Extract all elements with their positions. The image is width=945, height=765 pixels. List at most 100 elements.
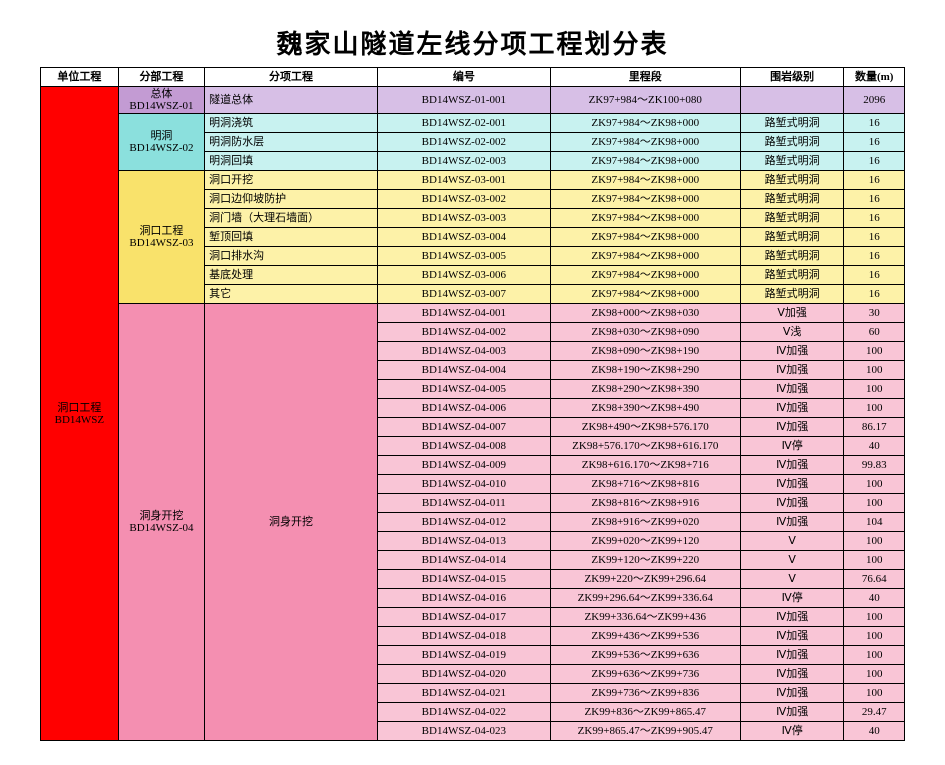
qty-cell: 16 — [844, 228, 905, 247]
seg-cell: ZK99+836～ZK99+865.47 — [550, 703, 740, 722]
rock-cell — [740, 87, 844, 114]
part-label-code: BD14WSZ-01 — [121, 100, 202, 112]
seg-cell: ZK99+636～ZK99+736 — [550, 665, 740, 684]
qty-cell: 40 — [844, 722, 905, 741]
item-cell: 洞口排水沟 — [205, 247, 378, 266]
rock-cell: 路堑式明洞 — [740, 247, 844, 266]
seg-cell: ZK97+984～ZK98+000 — [550, 133, 740, 152]
seg-cell: ZK98+030～ZK98+090 — [550, 323, 740, 342]
seg-cell: ZK97+984～ZK98+000 — [550, 114, 740, 133]
qty-cell: 16 — [844, 114, 905, 133]
item-cell: 明洞防水层 — [205, 133, 378, 152]
table-row: 明洞BD14WSZ-02明洞浇筑BD14WSZ-02-001ZK97+984～Z… — [41, 114, 905, 133]
qty-cell: 100 — [844, 532, 905, 551]
seg-cell: ZK97+984～ZK98+000 — [550, 190, 740, 209]
table-row: 洞身开挖BD14WSZ-04洞身开挖BD14WSZ-04-001ZK98+000… — [41, 304, 905, 323]
code-cell: BD14WSZ-02-001 — [377, 114, 550, 133]
qty-cell: 16 — [844, 171, 905, 190]
code-cell: BD14WSZ-02-002 — [377, 133, 550, 152]
qty-cell: 100 — [844, 665, 905, 684]
part-label-top: 明洞 — [121, 130, 202, 142]
part-label-top: 洞身开挖 — [121, 510, 202, 522]
code-cell: BD14WSZ-02-003 — [377, 152, 550, 171]
rock-cell: Ⅳ加强 — [740, 380, 844, 399]
rock-cell: Ⅳ加强 — [740, 703, 844, 722]
rock-cell: Ⅴ — [740, 570, 844, 589]
col-item: 分项工程 — [205, 68, 378, 87]
qty-cell: 60 — [844, 323, 905, 342]
unit-label-top: 洞口工程 — [43, 402, 116, 414]
rock-cell: Ⅳ加强 — [740, 475, 844, 494]
seg-cell: ZK98+616.170～ZK98+716 — [550, 456, 740, 475]
seg-cell: ZK97+984～ZK98+000 — [550, 285, 740, 304]
seg-cell: ZK97+984～ZK98+000 — [550, 266, 740, 285]
qty-cell: 100 — [844, 399, 905, 418]
qty-cell: 76.64 — [844, 570, 905, 589]
code-cell: BD14WSZ-03-004 — [377, 228, 550, 247]
seg-cell: ZK98+490～ZK98+576.170 — [550, 418, 740, 437]
seg-cell: ZK99+296.64～ZK99+336.64 — [550, 589, 740, 608]
seg-cell: ZK98+290～ZK98+390 — [550, 380, 740, 399]
code-cell: BD14WSZ-04-016 — [377, 589, 550, 608]
unit-label-code: BD14WSZ — [43, 414, 116, 426]
col-seg: 里程段 — [550, 68, 740, 87]
qty-cell: 16 — [844, 247, 905, 266]
code-cell: BD14WSZ-04-006 — [377, 399, 550, 418]
seg-cell: ZK99+865.47～ZK99+905.47 — [550, 722, 740, 741]
item-cell: 洞门墙（大理石墙面） — [205, 209, 378, 228]
item-cell: 隧道总体 — [205, 87, 378, 114]
rock-cell: 路堑式明洞 — [740, 171, 844, 190]
code-cell: BD14WSZ-04-007 — [377, 418, 550, 437]
code-cell: BD14WSZ-03-001 — [377, 171, 550, 190]
code-cell: BD14WSZ-03-006 — [377, 266, 550, 285]
qty-cell: 86.17 — [844, 418, 905, 437]
rock-cell: Ⅳ加强 — [740, 399, 844, 418]
part-label-code: BD14WSZ-03 — [121, 237, 202, 249]
unit-cell: 洞口工程BD14WSZ — [41, 87, 119, 741]
seg-cell: ZK99+220～ZK99+296.64 — [550, 570, 740, 589]
qty-cell: 16 — [844, 209, 905, 228]
code-cell: BD14WSZ-04-003 — [377, 342, 550, 361]
qty-cell: 40 — [844, 437, 905, 456]
seg-cell: ZK98+916～ZK99+020 — [550, 513, 740, 532]
qty-cell: 100 — [844, 684, 905, 703]
seg-cell: ZK99+736～ZK99+836 — [550, 684, 740, 703]
part-cell: 明洞BD14WSZ-02 — [118, 114, 204, 171]
seg-cell: ZK99+536～ZK99+636 — [550, 646, 740, 665]
qty-cell: 100 — [844, 608, 905, 627]
rock-cell: 路堑式明洞 — [740, 285, 844, 304]
qty-cell: 100 — [844, 551, 905, 570]
item-cell-merged: 洞身开挖 — [205, 304, 378, 741]
rock-cell: Ⅴ — [740, 551, 844, 570]
rock-cell: Ⅴ — [740, 532, 844, 551]
code-cell: BD14WSZ-04-018 — [377, 627, 550, 646]
seg-cell: ZK97+984～ZK98+000 — [550, 152, 740, 171]
qty-cell: 16 — [844, 266, 905, 285]
qty-cell: 16 — [844, 190, 905, 209]
seg-cell: ZK97+984～ZK98+000 — [550, 171, 740, 190]
part-label-top: 洞口工程 — [121, 225, 202, 237]
table-header-row: 单位工程 分部工程 分项工程 编号 里程段 围岩级别 数量(m) — [41, 68, 905, 87]
rock-cell: Ⅳ加强 — [740, 646, 844, 665]
code-cell: BD14WSZ-03-007 — [377, 285, 550, 304]
rock-cell: Ⅳ加强 — [740, 684, 844, 703]
qty-cell: 29.47 — [844, 703, 905, 722]
qty-cell: 100 — [844, 475, 905, 494]
part-cell: 洞口工程BD14WSZ-03 — [118, 171, 204, 304]
part-cell: 总体BD14WSZ-01 — [118, 87, 204, 114]
rock-cell: Ⅴ加强 — [740, 304, 844, 323]
qty-cell: 100 — [844, 380, 905, 399]
seg-cell: ZK98+816～ZK98+916 — [550, 494, 740, 513]
seg-cell: ZK98+090～ZK98+190 — [550, 342, 740, 361]
qty-cell: 100 — [844, 627, 905, 646]
seg-cell: ZK98+390～ZK98+490 — [550, 399, 740, 418]
rock-cell: 路堑式明洞 — [740, 266, 844, 285]
seg-cell: ZK98+576.170～ZK98+616.170 — [550, 437, 740, 456]
rock-cell: Ⅳ加强 — [740, 608, 844, 627]
code-cell: BD14WSZ-04-022 — [377, 703, 550, 722]
code-cell: BD14WSZ-04-023 — [377, 722, 550, 741]
page-title: 魏家山隧道左线分项工程划分表 — [40, 24, 905, 61]
qty-cell: 100 — [844, 342, 905, 361]
code-cell: BD14WSZ-04-002 — [377, 323, 550, 342]
rock-cell: Ⅴ浅 — [740, 323, 844, 342]
